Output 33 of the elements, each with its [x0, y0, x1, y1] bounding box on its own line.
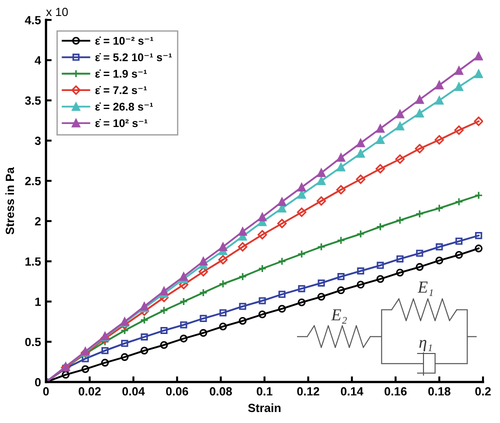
y-tick-label: 2.5: [25, 176, 41, 186]
annotation: E₂: [331, 309, 347, 324]
y-tick-label: 1.5: [25, 257, 41, 266]
legend-label: ε̇ = 10² s⁻¹: [95, 118, 148, 128]
legend-label: ε̇ = 26.8 s⁻¹: [95, 102, 153, 111]
annotation: E₁: [418, 282, 433, 296]
text: x 10: [46, 8, 68, 16]
x-tick-label: 0.16: [384, 387, 407, 396]
y-tick-label: 0.5: [25, 338, 41, 346]
x-tick-label: 0.06: [166, 387, 188, 396]
x-tick-label: 0.08: [210, 387, 232, 396]
y-tick-label: 3.5: [25, 96, 41, 105]
y-tick-label: 4: [34, 56, 42, 64]
legend-label: ε̇ = 10⁻² s⁻¹: [95, 36, 154, 45]
legend-label: ε̇ = 7.2 s⁻¹: [95, 86, 147, 94]
x-tick-label: 0: [43, 387, 49, 396]
x-tick-label: 0.1: [256, 387, 272, 396]
legend-label: ε̇ = 1.9 s⁻¹: [95, 70, 147, 78]
y-tick-label: 3: [34, 136, 41, 146]
x-tick-label: 0.14: [340, 387, 364, 396]
annotation: η₁: [419, 340, 432, 352]
legend-label: ε̇ = 5.2 10⁻¹ s⁻¹: [95, 53, 172, 62]
y-tick-label: 4.5: [24, 16, 41, 24]
x-tick-label: 0.02: [78, 387, 101, 396]
x-axis-title: Strain: [248, 403, 280, 412]
y-tick-label: 1: [35, 298, 41, 306]
y-axis-title: Stress in Pa: [5, 167, 14, 234]
y-tick-label: 2: [34, 217, 41, 226]
x-tick-label: 0.12: [297, 387, 320, 396]
x-tick-label: 0.2: [475, 387, 491, 396]
y-tick-label: 0: [35, 378, 41, 386]
x-tick-label: 0.18: [428, 387, 450, 396]
x-tick-label: 0.04: [122, 387, 145, 396]
